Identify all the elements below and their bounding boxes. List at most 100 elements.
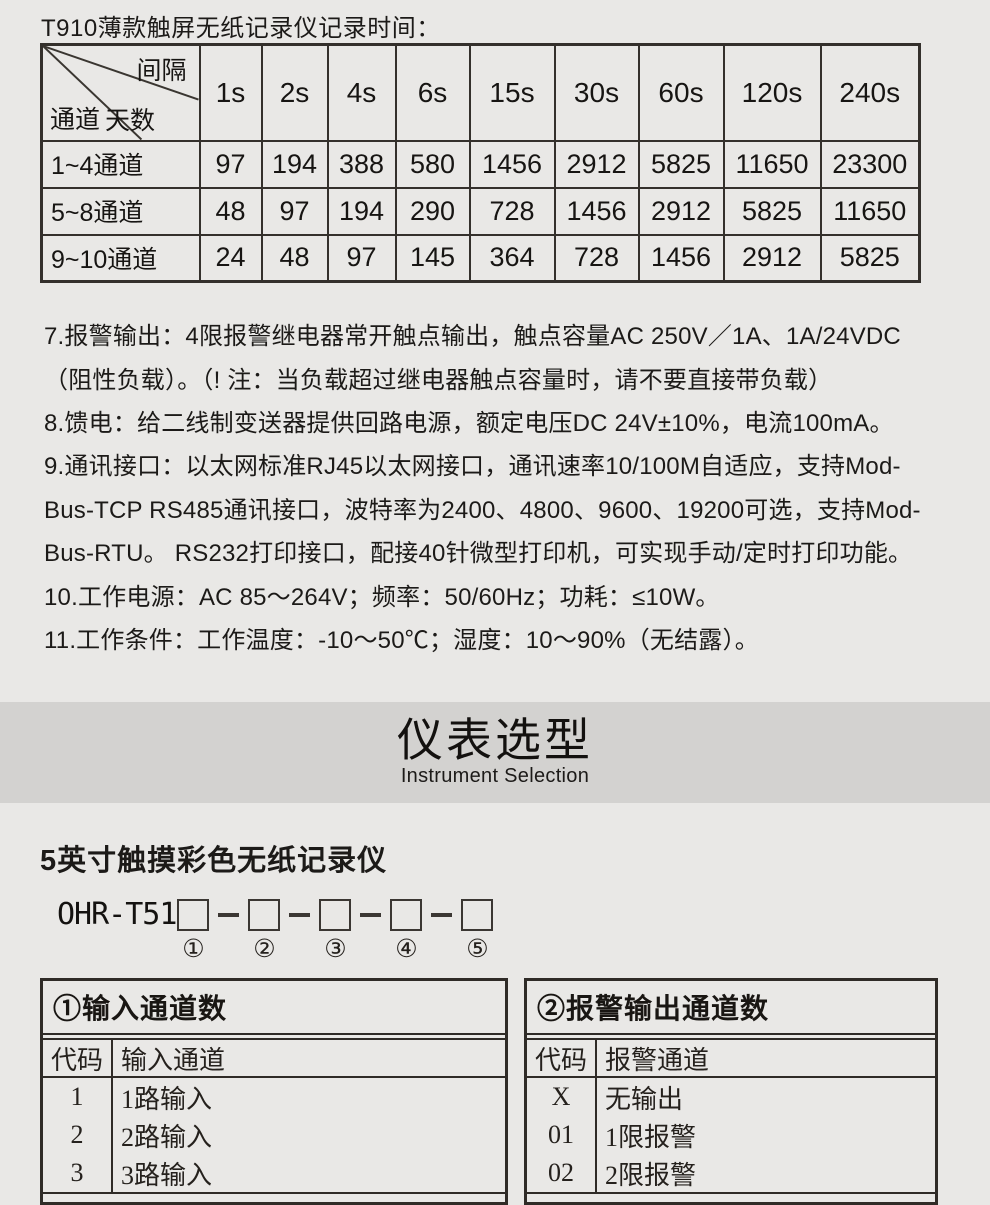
column-header: 120s [722, 43, 822, 142]
slot-marker: ⑤ [466, 936, 489, 963]
label-cell: 无输出 [605, 1084, 684, 1114]
selection-tables: ①输入通道数 代码 输入通道 1 1路输入 2 2路输入 3 3路输入 ②报警输… [40, 978, 938, 1205]
model-slot-box [461, 899, 494, 931]
spec-line: 8.馈电：给二线制变送器提供回路电源，额定电压DC 24V±10%，电流100m… [44, 409, 894, 437]
code-cell: 1 [43, 1078, 113, 1116]
table-cell: 5825 [819, 233, 921, 283]
alarm-channel-table: ②报警输出通道数 代码 报警通道 X 无输出 01 1限报警 02 2限报警 [524, 978, 938, 1205]
model-slot-box [248, 899, 281, 931]
table-cell: 194 [326, 186, 397, 236]
column-header: 4s [326, 43, 397, 142]
model-slot-box [319, 899, 352, 931]
column-header: 15s [468, 43, 556, 142]
model-slot-5: ⑤ [460, 897, 494, 962]
spec-line: 7.报警输出：4限报警继电器常开触点输出，触点容量AC 250V／1A、1A/2… [44, 323, 901, 351]
table-cell: 145 [394, 233, 471, 283]
row-label: 9~10通道 [40, 233, 201, 283]
table-cell: 1456 [553, 186, 640, 236]
column-header: 2s [260, 43, 329, 142]
alarm-channel-table-header: ②报警输出通道数 [527, 981, 935, 1035]
corner-label-channel: 通道 [50, 105, 101, 134]
label-cell: 2限报警 [605, 1160, 697, 1190]
spec-line: 10.工作电源：AC 85～264V；频率：50/60Hz；功耗：≤10W。 [44, 583, 720, 611]
table-row: 5~8通道 48 97 194 290 728 1456 2912 5825 1… [40, 186, 921, 236]
model-slot-3: ③ [318, 897, 352, 962]
table-cell: 1456 [468, 139, 556, 189]
table-cell: 5825 [722, 186, 822, 236]
table-cell: 728 [553, 233, 640, 283]
column-header: 60s [637, 43, 725, 142]
table-cell: 580 [394, 139, 471, 189]
clipped-row-divider [527, 1192, 935, 1202]
corner-label-days: 天数 [105, 107, 156, 135]
spec-line: Bus-RTU。 RS232打印接口，配接40针微型打印机，可实现手动/定时打印… [44, 540, 913, 568]
column-header: 6s [394, 43, 471, 142]
spec-line: Bus-TCP RS485通讯接口，波特率为2400、4800、9600、192… [44, 496, 921, 524]
code-cell: 02 [527, 1154, 597, 1192]
model-slot-1: ① [176, 897, 210, 962]
label-cell: 1限报警 [605, 1122, 697, 1152]
table-cell: 364 [468, 233, 556, 283]
model-slot-4: ④ [389, 897, 423, 962]
column-header: 1s [198, 43, 263, 142]
table-row: 02 2限报警 [527, 1154, 935, 1192]
dash-separator [360, 913, 382, 917]
table-row: 01 1限报警 [527, 1116, 935, 1154]
code-cell: 3 [43, 1154, 113, 1192]
spec-paragraphs: 7.报警输出：4限报警继电器常开触点输出，触点容量AC 250V／1A、1A/2… [44, 312, 974, 659]
table-cell: 11650 [722, 139, 822, 189]
table-cell: 97 [198, 139, 263, 189]
table-cell: 11650 [819, 186, 921, 236]
section-title-cn: 仪表选型 [397, 714, 593, 767]
table-cell: 5825 [637, 139, 725, 189]
spec-line: （阻性负载）。（! 注：当负载超过继电器触点容量时，请不要直接带负载） [44, 366, 833, 394]
value-column-header: 输入通道 [121, 1045, 226, 1075]
table-cell: 23300 [819, 139, 921, 189]
table-cell: 97 [326, 233, 397, 283]
table-cell: 48 [260, 233, 329, 283]
table-row: X 无输出 [527, 1078, 935, 1116]
code-cell: 2 [43, 1116, 113, 1154]
recording-time-table: 间隔 天数 通道 1s 2s 4s 6s 15s 30s 60s 120s 24… [40, 43, 921, 283]
table-cell: 97 [260, 186, 329, 236]
dash-separator [218, 913, 240, 917]
table-row: 1 1路输入 [43, 1078, 505, 1116]
slot-marker: ③ [324, 936, 347, 963]
slot-marker: ② [253, 936, 276, 963]
row-label: 5~8通道 [40, 186, 201, 236]
column-header: 240s [819, 43, 921, 142]
table-cell: 48 [198, 186, 263, 236]
table-cell: 1456 [637, 233, 725, 283]
product-title: 5英寸触摸彩色无纸记录仪 [40, 845, 388, 877]
row-label: 1~4通道 [40, 139, 201, 189]
code-cell: X [527, 1078, 597, 1116]
dash-separator [289, 913, 311, 917]
dash-separator [431, 913, 453, 917]
table-row: 2 2路输入 [43, 1116, 505, 1154]
model-slot-box [177, 899, 210, 931]
table-cell: 2912 [637, 186, 725, 236]
label-cell: 3路输入 [121, 1160, 213, 1190]
corner-label-interval: 间隔 [136, 57, 187, 85]
label-cell: 1路输入 [121, 1084, 213, 1114]
code-column-header: 代码 [43, 1040, 113, 1076]
table-cell: 728 [468, 186, 556, 236]
section-header-band: 仪表选型 Instrument Selection [0, 702, 990, 803]
table-cell: 290 [394, 186, 471, 236]
table-row: 9~10通道 24 48 97 145 364 728 1456 2912 58… [40, 233, 921, 283]
table-cell: 2912 [722, 233, 822, 283]
table-row: 1~4通道 97 194 388 580 1456 2912 5825 1165… [40, 139, 921, 189]
spec-line: 9.通讯接口：以太网标准RJ45以太网接口，通讯速率10/100M自适应，支持M… [44, 453, 901, 481]
slot-marker: ① [182, 936, 205, 963]
code-column-header: 代码 [527, 1040, 597, 1076]
code-cell: 01 [527, 1116, 597, 1154]
table-corner-cell: 间隔 天数 通道 [40, 43, 201, 142]
table-row: 3 3路输入 [43, 1154, 505, 1192]
input-channel-subheader-row: 代码 输入通道 [43, 1038, 505, 1078]
clipped-row-divider [43, 1192, 505, 1202]
slot-marker: ④ [395, 936, 418, 963]
model-slot-box [390, 899, 423, 931]
spec-line: 11.工作条件：工作温度：-10～50℃；湿度：10～90%（无结露）。 [44, 626, 759, 654]
document-title: T910薄款触屏无纸记录仪记录时间： [41, 15, 441, 42]
alarm-channel-subheader-row: 代码 报警通道 [527, 1038, 935, 1078]
